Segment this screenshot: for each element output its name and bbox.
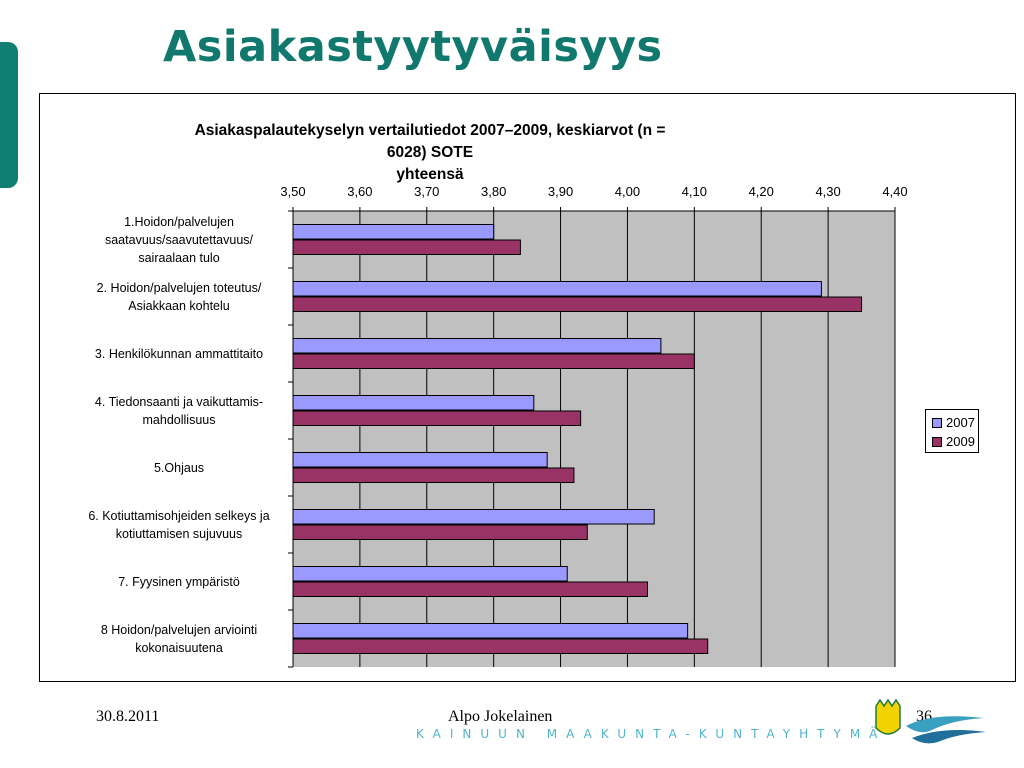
legend-swatch-2009 <box>932 436 942 447</box>
chart-title: Asiakaspalautekyselyn vertailutiedot 200… <box>180 120 680 186</box>
legend-swatch-2007 <box>932 417 942 428</box>
bar-2009 <box>292 581 649 597</box>
footer-date: 30.8.2011 <box>96 708 160 725</box>
bar-2007 <box>292 338 662 354</box>
x-tick-label: 4,00 <box>615 184 640 199</box>
x-tick-label: 3,70 <box>414 184 439 199</box>
legend-label-2007: 2007 <box>946 415 975 430</box>
bar-chart: 3,50 3,60 3,70 3,80 3,90 4,00 4,10 4,20 4,30 4,40… <box>88 184 908 668</box>
x-tick-label: 4,30 <box>815 184 840 199</box>
legend-item-2009: 2009 <box>932 434 975 449</box>
bar-2009 <box>292 467 575 483</box>
category-label: kokonaisuutena <box>135 641 223 655</box>
category-label: kotiuttamisen sujuvuus <box>116 527 242 541</box>
x-tick-label: 4,20 <box>749 184 774 199</box>
footer-author: Alpo Jokelainen <box>448 708 553 725</box>
category-label: 7. Fyysinen ympäristö <box>118 575 240 589</box>
category-label: 8 Hoidon/palvelujen arviointi <box>101 623 257 637</box>
category-label: sairaalaan tulo <box>138 251 219 265</box>
bar-2007 <box>292 452 548 468</box>
category-label: 4. Tiedonsaanti ja vaikuttamis- <box>95 395 263 409</box>
bar-2009 <box>292 296 863 312</box>
legend-item-2007: 2007 <box>932 415 975 430</box>
chart-legend: 2007 2009 <box>925 409 979 453</box>
category-label: 2. Hoidon/palvelujen toteutus/ <box>97 281 262 295</box>
bar-2009 <box>292 524 588 540</box>
legend-label-2009: 2009 <box>946 434 975 449</box>
x-tick-label: 3,90 <box>548 184 573 199</box>
category-label: saatavuus/saavutettavuus/ <box>105 233 254 247</box>
bar-2007 <box>292 395 535 411</box>
bar-2007 <box>292 566 568 582</box>
plot-area <box>293 211 895 667</box>
bar-2007 <box>292 623 689 639</box>
x-tick-label: 4,40 <box>882 184 907 199</box>
category-label: 5.Ohjaus <box>154 461 204 475</box>
bar-2007 <box>292 224 495 240</box>
footer-organization-strip: KAINUUN MAAKUNTA-KUNTAYHTYMÄ <box>416 727 887 741</box>
x-tick-label: 3,50 <box>280 184 305 199</box>
slide-title: Asiakastyytyväisyys <box>163 22 663 72</box>
x-tick-label: 4,10 <box>682 184 707 199</box>
chart-title-line-1: Asiakaspalautekyselyn vertailutiedot 200… <box>194 122 666 161</box>
category-label: mahdollisuus <box>143 413 216 427</box>
chart-frame: Asiakaspalautekyselyn vertailutiedot 200… <box>39 93 1016 682</box>
category-label: 3. Henkilökunnan ammattitaito <box>95 347 263 361</box>
x-tick-label: 3,80 <box>481 184 506 199</box>
x-tick-label: 3,60 <box>347 184 372 199</box>
bar-2009 <box>292 638 709 654</box>
left-accent-bar <box>0 42 18 188</box>
bar-2009 <box>292 353 695 369</box>
bar-2009 <box>292 410 582 426</box>
bar-2009 <box>292 239 521 255</box>
category-label: 6. Kotiuttamisohjeiden selkeys ja <box>88 509 269 523</box>
category-label: Asiakkaan kohtelu <box>128 299 230 313</box>
category-label: 1.Hoidon/palvelujen <box>124 215 234 229</box>
bar-2007 <box>292 509 655 525</box>
chart-title-line-2: yhteensä <box>396 166 464 183</box>
kainuu-logo-icon <box>875 698 986 744</box>
bar-2007 <box>292 281 822 297</box>
